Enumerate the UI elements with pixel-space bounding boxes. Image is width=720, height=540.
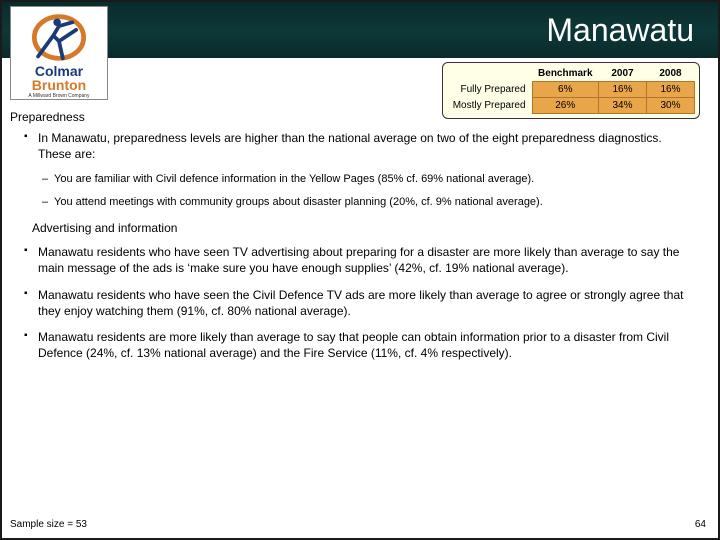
cell: 6% [532, 82, 598, 98]
bullet-item: In Manawatu, preparedness levels are hig… [24, 130, 698, 162]
sample-size: Sample size = 53 [10, 519, 87, 530]
table-header-row: Benchmark 2007 2008 [447, 66, 695, 82]
table-row: Fully Prepared 6% 16% 16% [447, 82, 695, 98]
cell: 30% [647, 98, 695, 114]
data-table: Benchmark 2007 2008 Fully Prepared 6% 16… [442, 62, 700, 119]
row-label: Mostly Prepared [447, 98, 532, 114]
col-header: Benchmark [532, 66, 598, 82]
cell: 16% [647, 82, 695, 98]
section-label-advertising: Advertising and information [32, 220, 698, 236]
col-header: 2008 [647, 66, 695, 82]
logo-figure-icon [19, 9, 99, 64]
col-header: 2007 [599, 66, 647, 82]
cell: 34% [599, 98, 647, 114]
header-bar: Manawatu [2, 2, 718, 58]
cell: 16% [599, 82, 647, 98]
logo-subtext: A Millward Brown Company [28, 93, 89, 99]
sub-bullet-item: You are familiar with Civil defence info… [24, 172, 698, 187]
sub-bullet-item: You attend meetings with community group… [24, 195, 698, 210]
logo-box: Colmar Brunton A Millward Brown Company [10, 6, 108, 100]
bullet-item: Manawatu residents who have seen TV adve… [24, 244, 698, 276]
logo-wordmark: Colmar [35, 64, 83, 78]
logo-word-top: Colmar [35, 64, 83, 78]
section-label-preparedness: Preparedness [10, 110, 85, 124]
bullet-item: Manawatu residents are more likely than … [24, 329, 698, 361]
cell: 26% [532, 98, 598, 114]
table-row: Mostly Prepared 26% 34% 30% [447, 98, 695, 114]
logo-word-bottom: Brunton [32, 78, 86, 92]
row-label: Fully Prepared [447, 82, 532, 98]
body-content: In Manawatu, preparedness levels are hig… [2, 130, 718, 371]
page-number: 64 [695, 519, 706, 530]
bullet-item: Manawatu residents who have seen the Civ… [24, 287, 698, 319]
page-title: Manawatu [546, 12, 694, 49]
